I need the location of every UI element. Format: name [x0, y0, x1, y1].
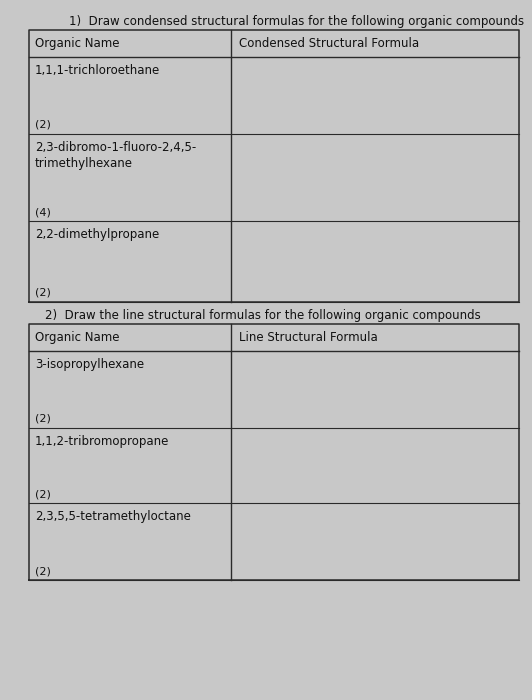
Text: 3-isopropylhexane: 3-isopropylhexane [35, 358, 144, 371]
Text: 1)  Draw condensed structural formulas for the following organic compounds: 1) Draw condensed structural formulas fo… [69, 15, 524, 29]
Text: (2): (2) [35, 120, 51, 130]
Text: Condensed Structural Formula: Condensed Structural Formula [239, 37, 420, 50]
Text: (4): (4) [35, 207, 51, 217]
Text: 2,3-dibromo-1-fluoro-2,4,5-
trimethylhexane: 2,3-dibromo-1-fluoro-2,4,5- trimethylhex… [35, 141, 196, 169]
Text: (2): (2) [35, 288, 51, 298]
Text: (2): (2) [35, 566, 51, 576]
Text: (2): (2) [35, 414, 51, 424]
Text: 1,1,2-tribromopropane: 1,1,2-tribromopropane [35, 435, 170, 448]
Text: 1,1,1-trichloroethane: 1,1,1-trichloroethane [35, 64, 160, 77]
Text: Line Structural Formula: Line Structural Formula [239, 331, 378, 344]
Text: (2): (2) [35, 489, 51, 499]
Text: 2,2-dimethylpropane: 2,2-dimethylpropane [35, 228, 160, 242]
Text: 2,3,5,5-tetramethyloctane: 2,3,5,5-tetramethyloctane [35, 510, 191, 524]
Text: Organic Name: Organic Name [35, 37, 119, 50]
Text: 2)  Draw the line structural formulas for the following organic compounds: 2) Draw the line structural formulas for… [45, 309, 481, 322]
Text: Organic Name: Organic Name [35, 331, 119, 344]
